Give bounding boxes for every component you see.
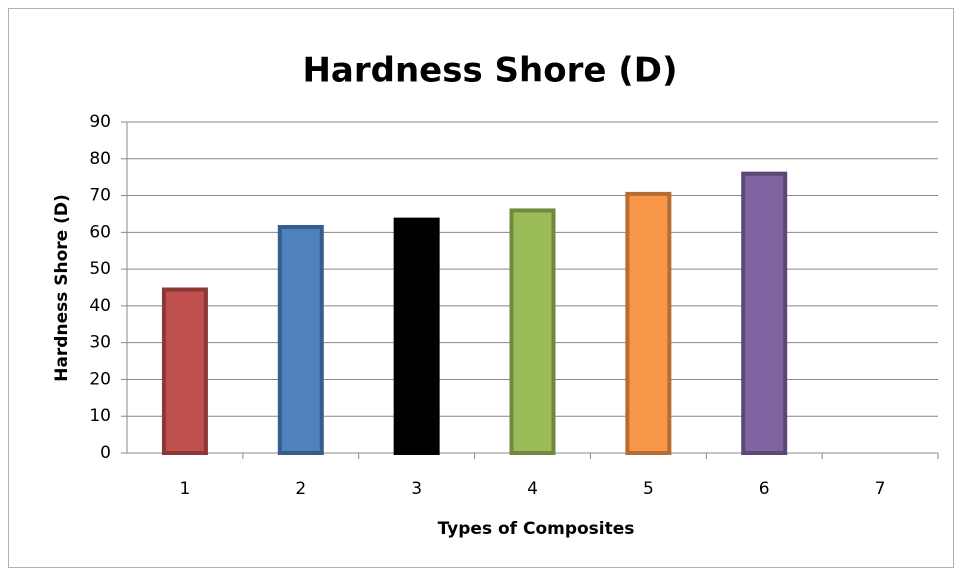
x-tick-label: 1 [180,479,191,499]
y-tick-label: 0 [100,443,111,463]
y-tick-label: 10 [89,406,111,426]
bar [277,224,324,455]
x-tick-label: 5 [643,479,654,499]
y-tick-label: 90 [89,112,111,132]
y-tick-label: 30 [89,333,111,353]
x-axis-label: Types of Composites [438,519,635,539]
chart-border [8,8,954,568]
bar [161,287,208,455]
bar [625,191,672,455]
chart-title: Hardness Shore (D) [302,51,677,91]
y-tick-label: 80 [89,149,111,169]
x-tick-label: 6 [759,479,770,499]
bar [509,208,556,455]
y-tick-label: 60 [89,222,111,242]
y-axis-label: Hardness Shore (D) [52,194,72,382]
y-tick-label: 70 [89,186,111,206]
y-tick-label: 50 [89,259,111,279]
x-tick-label: 3 [411,479,422,499]
y-tick-label: 20 [89,369,111,389]
bar [741,171,788,455]
x-tick-label: 7 [875,479,886,499]
y-tick-label: 40 [89,296,111,316]
x-tick-label: 2 [295,479,306,499]
bar [393,217,440,455]
x-tick-label: 4 [527,479,538,499]
